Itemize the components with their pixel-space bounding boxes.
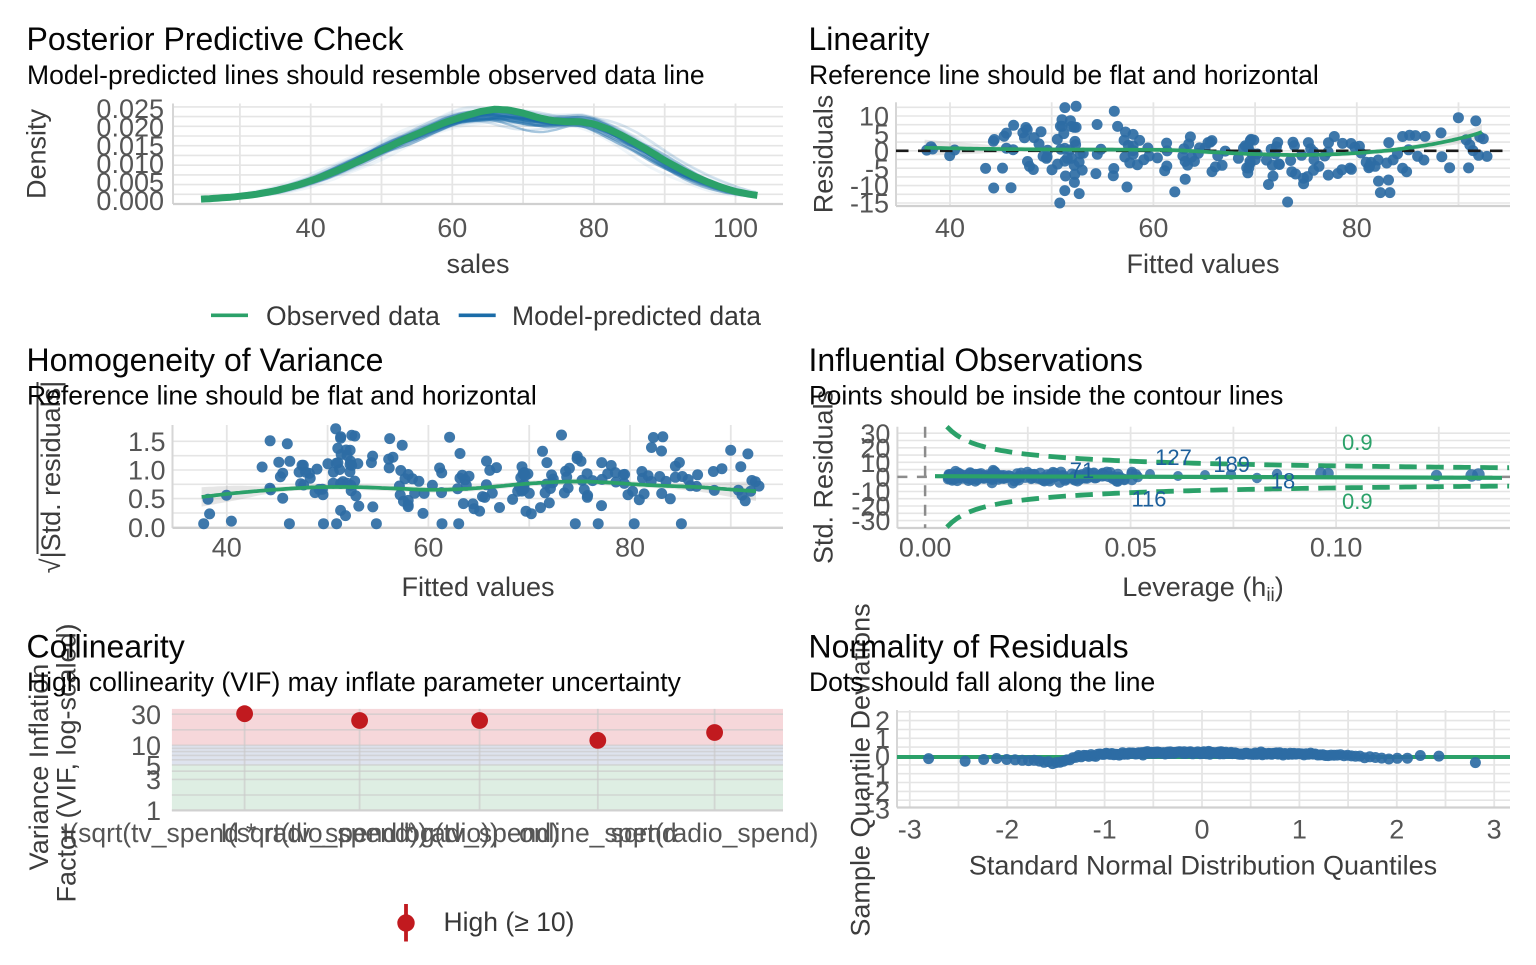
- svg-text:1: 1: [146, 796, 161, 826]
- svg-text:Residuals: Residuals: [809, 95, 839, 214]
- svg-text:-15: -15: [850, 189, 889, 219]
- svg-text:Sample Quantile Deviations: Sample Quantile Deviations: [846, 603, 876, 936]
- svg-text:online_spend: online_spend: [519, 818, 677, 848]
- svg-text:0.010: 0.010: [96, 149, 164, 179]
- svg-text:Influential Observations: Influential Observations: [809, 342, 1143, 378]
- svg-text:60: 60: [413, 533, 443, 563]
- svg-text:0.020: 0.020: [96, 112, 164, 142]
- svg-text:High collinearity (VIF) may in: High collinearity (VIF) may inflate para…: [27, 667, 682, 697]
- svg-text:Fitted values: Fitted values: [1126, 249, 1279, 279]
- svg-text:1.0: 1.0: [128, 456, 166, 486]
- svg-text:I(sqrt(tv_spend * radio_spend): I(sqrt(tv_spend * radio_spend)): [62, 818, 427, 848]
- svg-text:Homogeneity of Variance: Homogeneity of Variance: [27, 342, 384, 378]
- svg-text:30: 30: [860, 419, 890, 449]
- svg-text:40: 40: [935, 213, 965, 243]
- svg-text:40: 40: [296, 213, 326, 243]
- svg-text:-30: -30: [851, 506, 890, 536]
- svg-text:-2: -2: [995, 815, 1019, 845]
- svg-text:Variance Inflation: Variance Inflation: [24, 664, 54, 871]
- svg-text:0: 0: [1194, 815, 1209, 845]
- svg-text:Reference line should be flat: Reference line should be flat and horizo…: [809, 60, 1319, 90]
- svg-text:Linearity: Linearity: [809, 21, 930, 57]
- svg-text:Leverage (hii): Leverage (hii): [1122, 572, 1284, 606]
- svg-text:0.10: 0.10: [1310, 533, 1363, 563]
- svg-text:0.025: 0.025: [96, 94, 164, 124]
- svg-text:10: 10: [131, 731, 161, 761]
- svg-text:0.000: 0.000: [96, 186, 164, 216]
- svg-text:60: 60: [437, 213, 467, 243]
- svg-text:116: 116: [1131, 487, 1166, 512]
- svg-text:0.9: 0.9: [1342, 430, 1373, 455]
- svg-text:189: 189: [1213, 452, 1250, 477]
- svg-text:Std. Residuals: Std. Residuals: [809, 390, 839, 564]
- svg-text:sqrt(radio_spend): sqrt(radio_spend): [611, 818, 819, 848]
- svg-text:Collinearity: Collinearity: [27, 629, 185, 665]
- svg-text:30: 30: [131, 700, 161, 730]
- svg-text:Dots should fall along the lin: Dots should fall along the line: [809, 667, 1155, 697]
- svg-text:5: 5: [146, 751, 161, 781]
- svg-text:71: 71: [1070, 458, 1094, 483]
- svg-text:80: 80: [579, 213, 609, 243]
- svg-text:Reference line should be flat: Reference line should be flat and horizo…: [27, 381, 537, 411]
- svg-text:-5: -5: [865, 154, 889, 184]
- svg-text:80: 80: [1342, 213, 1372, 243]
- svg-text:Observed data: Observed data: [266, 301, 440, 331]
- svg-text:3: 3: [146, 765, 161, 795]
- svg-text:Model-predicted data: Model-predicted data: [512, 301, 761, 331]
- svg-text:log(tv_spend): log(tv_spend): [399, 818, 560, 848]
- svg-text:10: 10: [860, 448, 890, 478]
- svg-text:20: 20: [860, 433, 890, 463]
- svg-text:Normality of Residuals: Normality of Residuals: [809, 629, 1129, 665]
- svg-text:Model-predicted lines should r: Model-predicted lines should resemble ob…: [27, 60, 705, 90]
- svg-text:sales: sales: [446, 249, 509, 279]
- svg-text:0.5: 0.5: [128, 484, 166, 514]
- svg-text:1: 1: [1292, 815, 1307, 845]
- svg-text:High (≥ 10): High (≥ 10): [444, 907, 575, 937]
- svg-text:-3: -3: [866, 795, 890, 825]
- svg-text:-10: -10: [850, 171, 889, 201]
- svg-text:0.00: 0.00: [899, 533, 952, 563]
- svg-text:-20: -20: [851, 492, 890, 522]
- svg-text:√|Std. residuals|: √|Std. residuals|: [36, 381, 66, 573]
- svg-text:Posterior Predictive Check: Posterior Predictive Check: [27, 21, 405, 57]
- svg-text:-2: -2: [866, 777, 890, 807]
- svg-text:3: 3: [1487, 815, 1502, 845]
- svg-text:Fitted values: Fitted values: [401, 572, 554, 602]
- svg-text:Density: Density: [22, 108, 52, 199]
- svg-text:0: 0: [874, 136, 889, 166]
- svg-text:2: 2: [875, 706, 890, 736]
- svg-text:100: 100: [713, 213, 758, 243]
- svg-text:1: 1: [875, 724, 890, 754]
- svg-text:-1: -1: [866, 759, 890, 789]
- svg-text:80: 80: [615, 533, 645, 563]
- svg-text:2: 2: [1389, 815, 1404, 845]
- svg-text:Standard Normal Distribution Q: Standard Normal Distribution Quantiles: [969, 851, 1437, 881]
- svg-text:0.05: 0.05: [1104, 533, 1157, 563]
- svg-text:0.005: 0.005: [96, 168, 164, 198]
- svg-text:-10: -10: [851, 477, 890, 507]
- svg-text:I(sqrt(tv_spend * radio)): I(sqrt(tv_spend * radio)): [220, 818, 498, 848]
- svg-text:0.9: 0.9: [1342, 489, 1373, 514]
- svg-text:18: 18: [1271, 469, 1295, 494]
- svg-text:60: 60: [1138, 213, 1168, 243]
- svg-text:0: 0: [875, 463, 890, 493]
- svg-text:0.015: 0.015: [96, 131, 164, 161]
- svg-text:40: 40: [212, 533, 242, 563]
- svg-text:Factor (VIF, log-scaled): Factor (VIF, log-scaled): [52, 623, 82, 902]
- svg-text:10: 10: [859, 102, 889, 132]
- svg-text:-1: -1: [1093, 815, 1117, 845]
- svg-text:0.0: 0.0: [128, 513, 166, 543]
- svg-text:Points should be inside the co: Points should be inside the contour line…: [809, 381, 1283, 411]
- svg-text:-3: -3: [898, 815, 922, 845]
- svg-text:5: 5: [874, 119, 889, 149]
- svg-text:1.5: 1.5: [128, 427, 166, 457]
- svg-text:127: 127: [1155, 445, 1192, 470]
- svg-text:0: 0: [875, 742, 890, 772]
